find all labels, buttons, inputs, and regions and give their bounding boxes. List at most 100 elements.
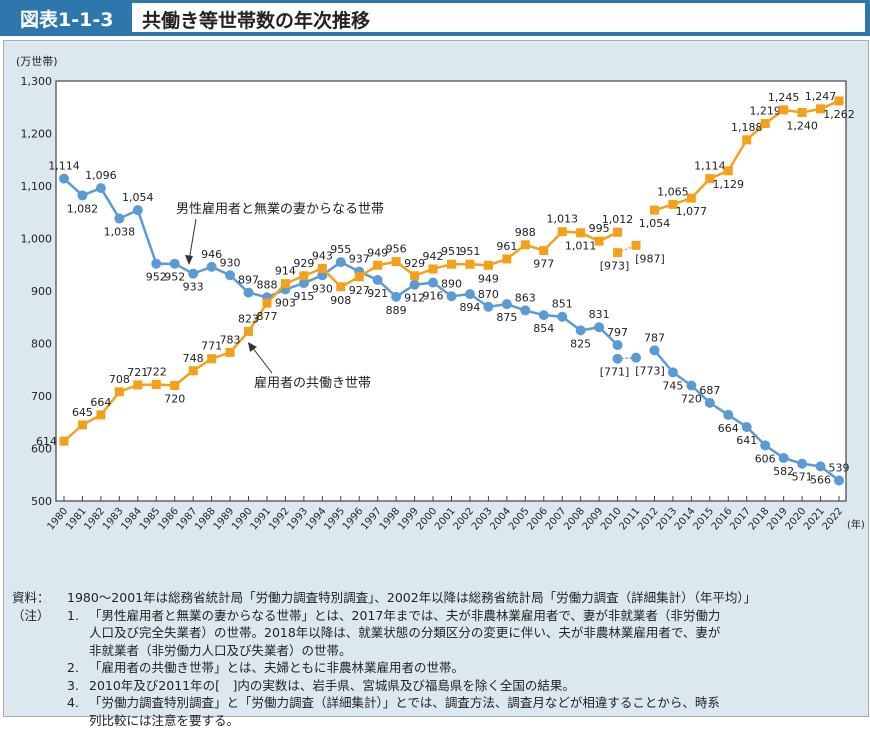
data-point <box>668 367 678 377</box>
chart-title: 共働き等世帯数の年次推移 <box>142 6 370 33</box>
title-box: 共働き等世帯数の年次推移 <box>132 3 865 32</box>
data-point <box>761 119 770 128</box>
y-tick-label: 900 <box>31 285 52 298</box>
data-label: 664 <box>90 396 111 409</box>
data-label: 1,240 <box>786 120 818 133</box>
note-number: 1. <box>67 607 89 625</box>
data-point <box>835 96 844 105</box>
data-label: 961 <box>496 240 517 253</box>
data-label: 1,077 <box>676 205 708 218</box>
data-label: 539 <box>829 462 850 475</box>
data-point <box>465 260 474 269</box>
data-point <box>595 237 604 246</box>
data-label: 1,054 <box>639 217 671 230</box>
data-point <box>281 279 290 288</box>
data-point <box>539 246 548 255</box>
data-point <box>594 322 604 332</box>
data-label: 933 <box>183 281 204 294</box>
note-text: 2010年及び2011年の[ ]内の実数は、岩手県、宮城県及び福島県を除く全国の… <box>89 677 575 695</box>
source-text: 1980～2001年は総務省統計局「労働力調査特別調査」、2002年以降は総務省… <box>67 589 756 607</box>
note-line: 4.「労働力調査特別調査」と「労働力調査（詳細集計）」とでは、調査方法、調査月な… <box>12 694 756 712</box>
data-point <box>262 299 271 308</box>
data-label: 664 <box>718 422 739 435</box>
data-point <box>779 453 789 463</box>
data-point <box>170 259 180 269</box>
data-label: 930 <box>220 256 241 269</box>
data-label: 1,114 <box>48 160 80 173</box>
data-point <box>650 206 659 215</box>
data-point <box>447 291 457 301</box>
data-label: 566 <box>810 473 831 486</box>
data-label: 894 <box>459 301 480 314</box>
data-label: 927 <box>349 284 370 297</box>
data-label: 988 <box>515 226 536 239</box>
data-label: 877 <box>256 310 277 323</box>
data-label: [771] <box>600 366 630 379</box>
data-label: 956 <box>386 243 407 256</box>
data-point <box>484 261 493 270</box>
data-point <box>336 257 346 267</box>
data-point <box>392 257 401 266</box>
notes: 資料：1980～2001年は総務省統計局「労働力調査特別調査」、2002年以降は… <box>12 589 756 729</box>
data-label: 943 <box>312 249 333 262</box>
data-point <box>576 325 586 335</box>
data-label: 854 <box>533 322 554 335</box>
line-chart: (万世帯)5006007008009001,0001,1001,2001,300… <box>4 41 868 546</box>
data-point <box>391 292 401 302</box>
data-label: 641 <box>736 434 757 447</box>
data-point <box>410 271 419 280</box>
data-label: 863 <box>515 291 536 304</box>
data-point <box>225 270 235 280</box>
data-label: 1,082 <box>67 202 99 215</box>
data-point <box>557 312 567 322</box>
data-point <box>96 410 105 419</box>
data-point <box>373 275 383 285</box>
data-point <box>410 280 420 290</box>
data-point <box>318 264 327 273</box>
y-axis-label: (万世帯) <box>16 55 58 68</box>
data-point <box>649 345 659 355</box>
data-point <box>244 327 253 336</box>
data-point <box>742 422 752 432</box>
note-number: 4. <box>67 694 89 712</box>
data-point <box>96 183 106 193</box>
note-line: 非就業者（非労働力人口及び失業者）の世帯。 <box>12 642 756 660</box>
figure-number: 図表1-1-3 <box>20 5 113 32</box>
data-point <box>152 380 161 389</box>
y-tick-label: 1,300 <box>21 75 53 88</box>
data-label: 916 <box>423 290 444 303</box>
source-label: 資料： <box>12 589 67 607</box>
note-text: 非就業者（非労働力人口及び失業者）の世帯。 <box>89 642 352 660</box>
note-line: 3.2010年及び2011年の[ ]内の実数は、岩手県、宮城県及び福島県を除く全… <box>12 677 756 695</box>
data-point <box>779 105 788 114</box>
data-point <box>114 214 124 224</box>
data-label: 949 <box>478 272 499 285</box>
data-label: 870 <box>478 288 499 301</box>
data-label: 787 <box>644 331 665 344</box>
data-point <box>539 310 549 320</box>
data-label: 851 <box>552 298 573 311</box>
data-point <box>686 381 696 391</box>
data-point <box>60 437 69 446</box>
data-label: 889 <box>386 304 407 317</box>
data-point <box>613 354 623 364</box>
data-label: 745 <box>662 379 683 392</box>
data-label: 825 <box>570 337 591 350</box>
data-point <box>687 194 696 203</box>
x-axis-label: (年) <box>847 518 865 531</box>
data-point <box>188 269 198 279</box>
data-point <box>78 420 87 429</box>
data-label: 1,114 <box>694 160 726 173</box>
data-point <box>705 398 715 408</box>
data-point <box>723 410 733 420</box>
data-point <box>151 259 161 269</box>
data-point <box>428 278 438 288</box>
note-text: 人口及び完全失業者）の世帯。2018年以降は、就業状態の分類区分の変更に伴い、夫… <box>89 624 720 642</box>
data-point <box>189 366 198 375</box>
data-label: 1,219 <box>749 105 781 118</box>
data-label: 951 <box>459 245 480 258</box>
data-point <box>613 248 622 257</box>
data-label: 614 <box>36 435 57 448</box>
data-label: 888 <box>256 278 277 291</box>
